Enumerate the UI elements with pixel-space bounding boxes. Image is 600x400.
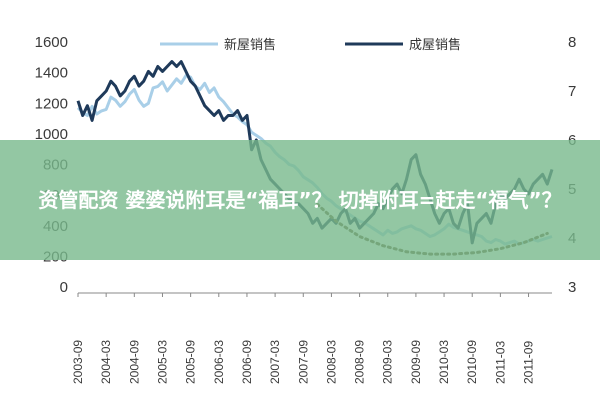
x-axis-tick-label: 2008-03	[324, 340, 338, 384]
x-axis-tick-label: 2005-03	[155, 340, 169, 384]
x-axis-tick-label: 2011-03	[493, 341, 507, 384]
x-axis-tick-label: 2003-09	[71, 340, 85, 384]
x-axis-tick-label: 2004-09	[127, 340, 141, 384]
x-axis-tick-label: 2006-09	[240, 340, 254, 384]
right-axis-tick-label: 8	[568, 34, 576, 51]
x-axis: 2003-09 2004-03 2004-09 2005-03 2005-09 2006-…	[71, 292, 552, 384]
right-axis-tick-label: 3	[568, 279, 576, 296]
legend: 新屋销售 成屋销售	[160, 37, 461, 53]
x-axis-tick-label: 2004-03	[99, 340, 113, 384]
x-axis-tick-label: 2011-09	[522, 341, 536, 384]
legend-label-new-home-sales: 新屋销售	[224, 37, 276, 53]
legend-label-existing-home-sales: 成屋销售	[409, 37, 461, 53]
left-axis-tick-label: 1200	[35, 95, 68, 112]
left-axis-tick-label: 1000	[35, 126, 68, 143]
x-axis-tick-label: 2005-09	[184, 340, 198, 384]
overlay-banner[interactable]: 资管配资 婆婆说附耳是“福耳”？ 切掉附耳=赶走“福气”？	[0, 140, 600, 260]
x-axis-tick-label: 2007-09	[296, 340, 310, 384]
x-axis-tick-label: 2008-09	[353, 340, 367, 384]
left-axis-tick-label: 0	[60, 279, 68, 296]
x-axis-tick-label: 2010-09	[465, 340, 479, 384]
right-axis-tick-label: 7	[568, 83, 576, 100]
left-axis-tick-label: 1600	[35, 34, 68, 51]
x-axis-tick-label: 2007-03	[268, 340, 282, 384]
x-axis-tick-label: 2010-03	[437, 340, 451, 384]
x-axis-tick-label: 2006-03	[212, 340, 226, 384]
x-axis-tick-label: 2009-09	[409, 340, 423, 384]
banner-headline[interactable]: 资管配资 婆婆说附耳是“福耳”？ 切掉附耳=赶走“福气”？	[38, 188, 562, 212]
x-axis-tick-label: 2009-03	[381, 340, 395, 384]
left-axis-tick-label: 1400	[35, 65, 68, 82]
